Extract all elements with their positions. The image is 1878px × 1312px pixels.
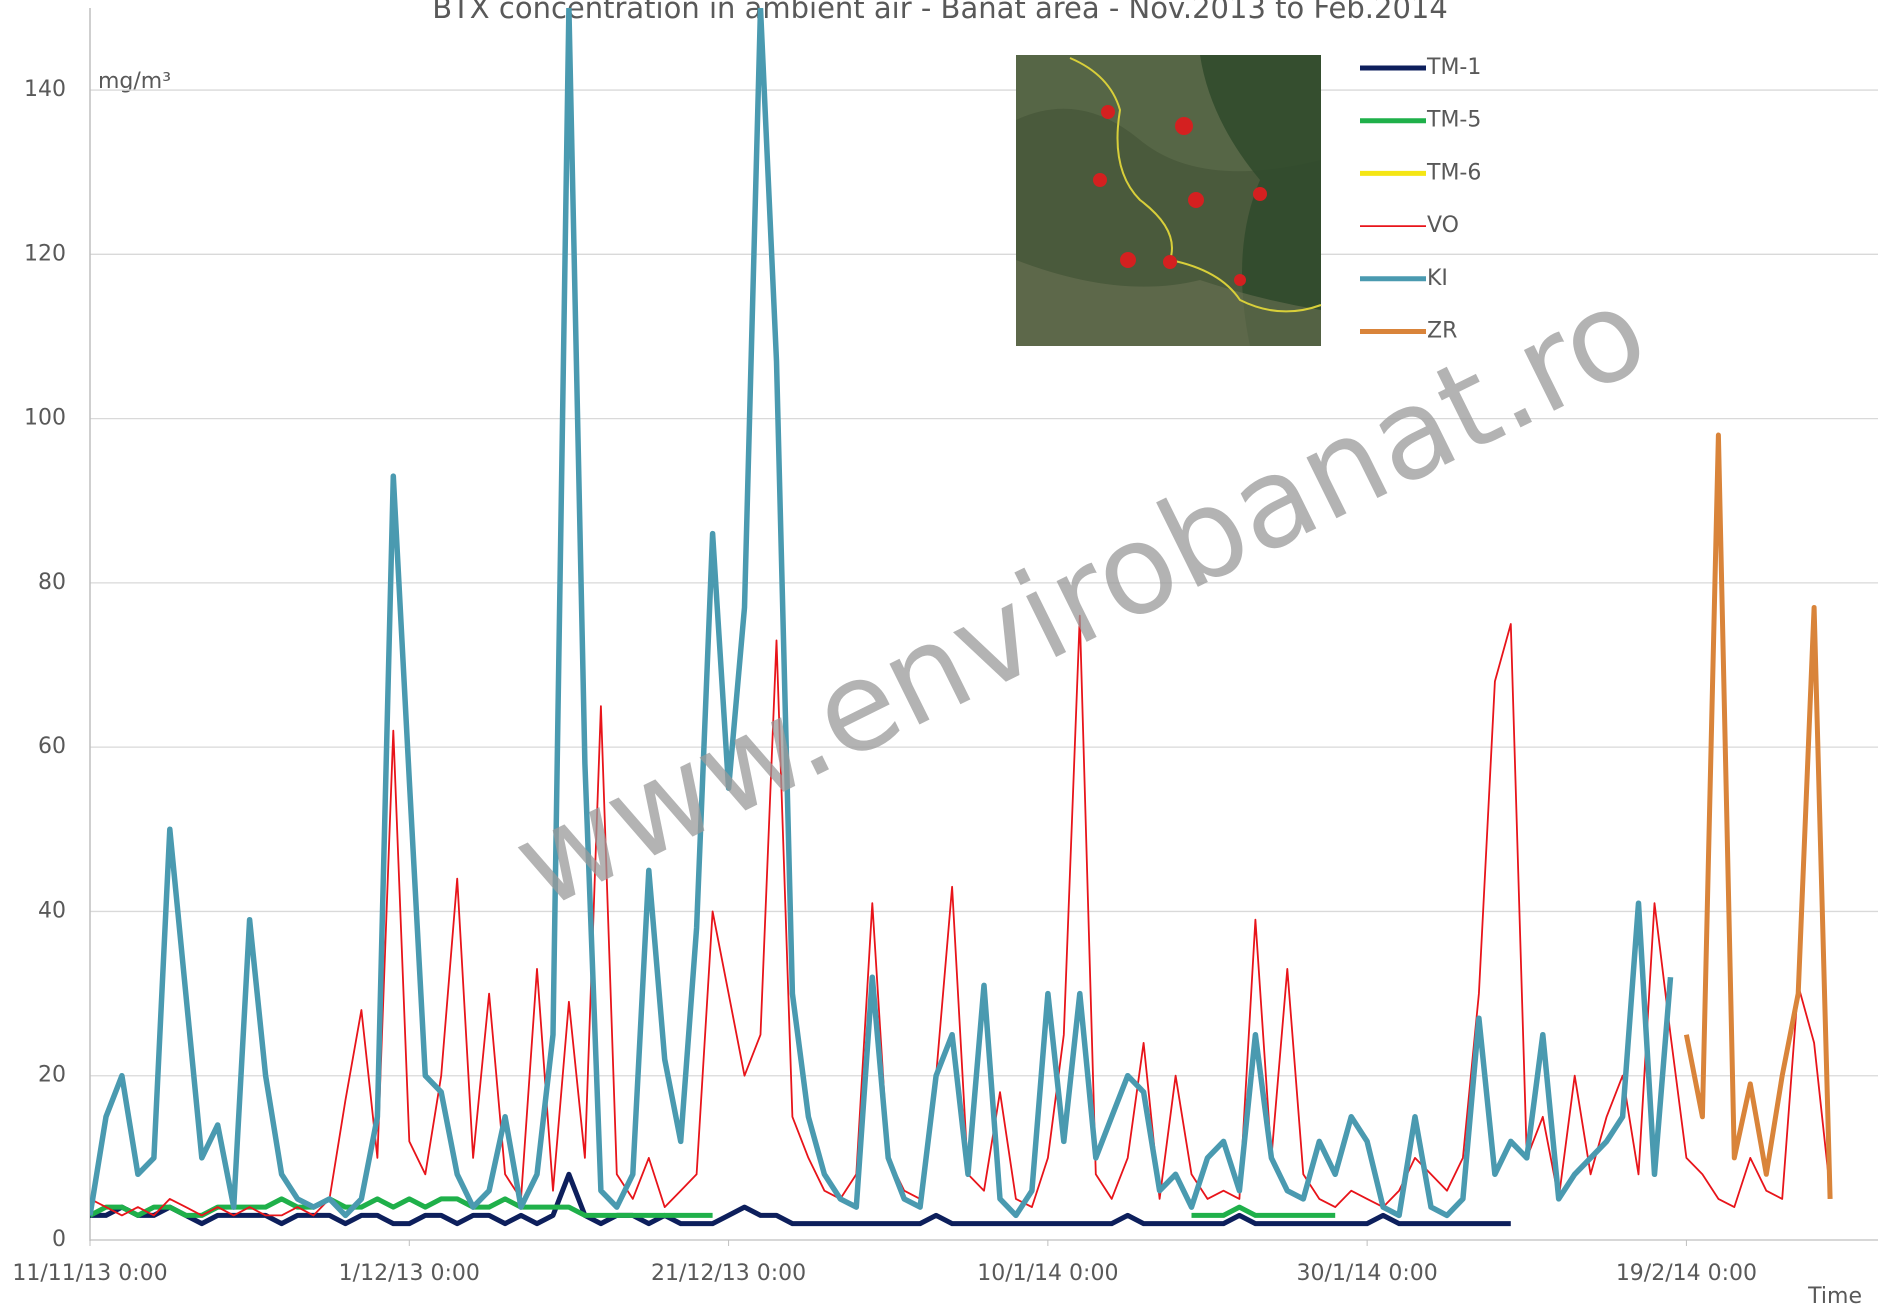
legend-label: KI: [1427, 266, 1448, 291]
series-line: [1686, 435, 1830, 1199]
y-tick-label: 100: [24, 406, 66, 431]
x-tick-label: 30/1/14 0:00: [1297, 1261, 1438, 1286]
chart-title: BTX concentration in ambient air - Banat…: [432, 0, 1448, 25]
x-axis-label: Time: [1807, 1284, 1862, 1309]
y-tick-label: 20: [38, 1063, 66, 1088]
x-tick-label: 10/1/14 0:00: [977, 1261, 1118, 1286]
x-tick-label: 21/12/13 0:00: [651, 1261, 806, 1286]
page: {"chart_data": { "type": "line", "title"…: [0, 0, 1878, 1312]
x-tick-label: 1/12/13 0:00: [339, 1261, 480, 1286]
watermark: www.envirobanat.ro: [493, 259, 1669, 938]
y-tick-label: 140: [24, 77, 66, 102]
series-line: [90, 1199, 1335, 1216]
chart: BTX concentration in ambient air - Banat…: [0, 0, 1878, 1312]
y-tick-label: 120: [24, 241, 66, 266]
legend-label: TM-1: [1426, 55, 1481, 80]
y-tick-label: 80: [38, 570, 66, 595]
y-tick-label: 40: [38, 898, 66, 923]
legend-label: VO: [1427, 213, 1459, 238]
y-tick-label: 60: [38, 734, 66, 759]
x-tick-label: 11/11/13 0:00: [12, 1261, 167, 1286]
y-tick-label: 0: [52, 1227, 66, 1252]
legend-label: TM-6: [1426, 160, 1481, 185]
legend-label: TM-5: [1426, 108, 1481, 133]
map-inset: [1016, 55, 1321, 346]
x-tick-label: 19/2/14 0:00: [1616, 1261, 1757, 1286]
